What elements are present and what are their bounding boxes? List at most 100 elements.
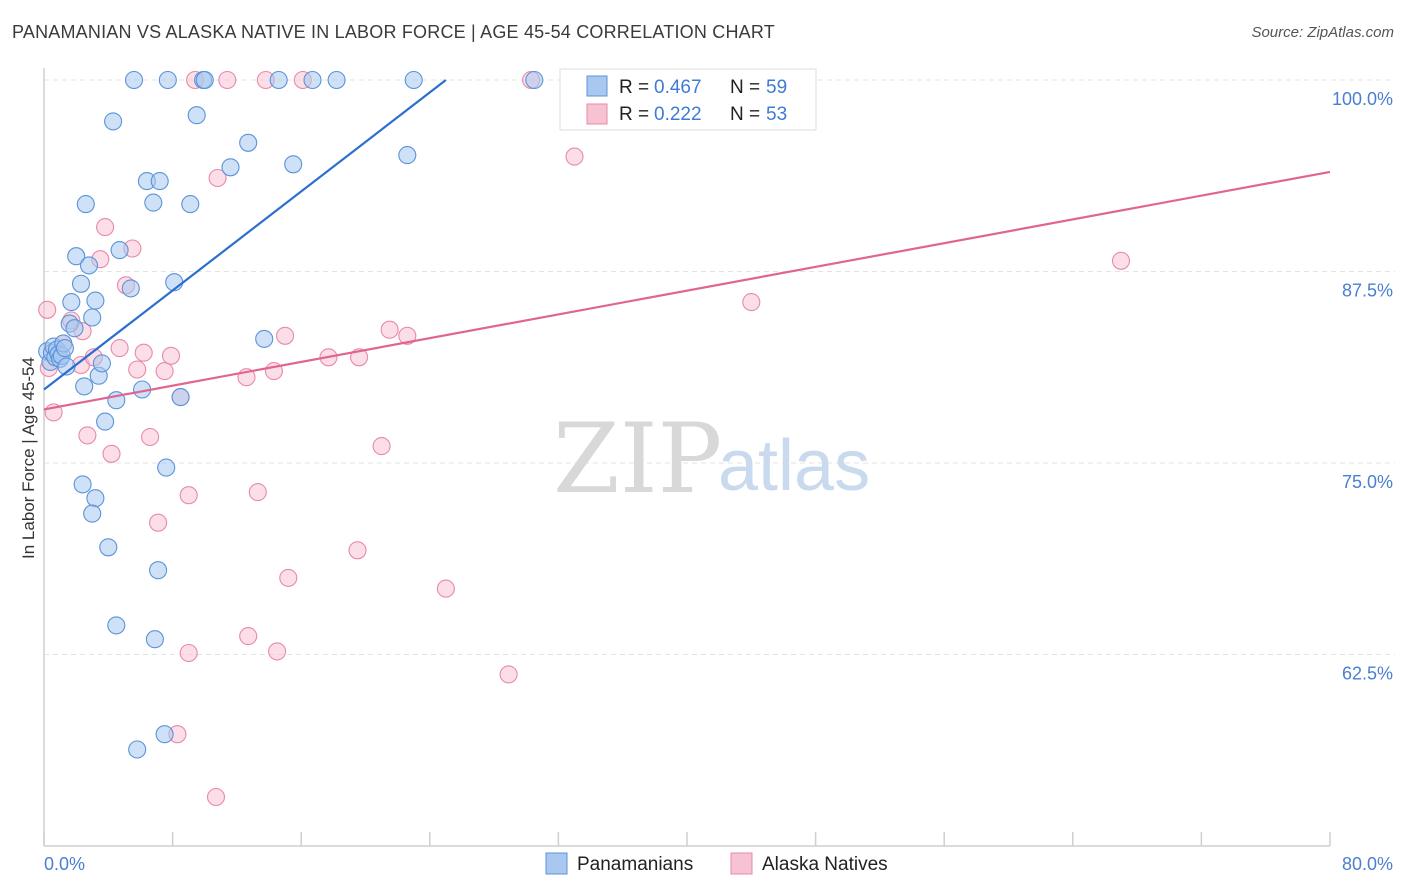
panamanian-point bbox=[75, 377, 94, 396]
panamanian-point bbox=[171, 388, 190, 407]
panamanian-point bbox=[327, 70, 346, 90]
panamanian-point bbox=[157, 458, 176, 477]
panamanian-point bbox=[96, 412, 115, 431]
panamanian-point bbox=[124, 70, 144, 90]
y-tick-label: 75.0% bbox=[1342, 472, 1393, 492]
alaska-native-point bbox=[279, 568, 298, 587]
panamanian-point bbox=[110, 241, 129, 260]
alaska-native-point bbox=[179, 486, 198, 505]
panamanian-point bbox=[83, 308, 102, 327]
panamanian-point bbox=[150, 172, 169, 191]
panamanian-point bbox=[128, 740, 147, 759]
panamanian-point bbox=[155, 725, 174, 744]
bottom-legend: Panamanians Alaska Natives bbox=[545, 852, 888, 875]
alaska-native-point bbox=[398, 326, 417, 345]
alaska-native-point bbox=[380, 320, 399, 339]
panamanian-point bbox=[187, 106, 206, 125]
alaska-native-point bbox=[110, 339, 129, 358]
panamanian-point bbox=[284, 155, 303, 174]
panamanian-point bbox=[149, 561, 168, 580]
bottom-legend-label-panamanians: Panamanians bbox=[577, 854, 693, 875]
panamanian-point bbox=[158, 70, 177, 90]
y-tick-label: 87.5% bbox=[1342, 281, 1393, 301]
panamanian-point bbox=[525, 70, 544, 90]
panamanian-point bbox=[76, 195, 95, 214]
alaska-native-point bbox=[96, 218, 115, 237]
y-axis-label: In Labor Force | Age 45-54 bbox=[19, 357, 38, 559]
alaska-native-point bbox=[436, 579, 455, 598]
legend-n-label-1: N = bbox=[730, 77, 760, 98]
legend-n-label-2: N = bbox=[730, 104, 760, 125]
alaska-native-point bbox=[268, 642, 287, 661]
alaska-native-point bbox=[372, 437, 391, 456]
alaska-native-point bbox=[155, 362, 174, 381]
panamanian-point bbox=[92, 354, 111, 373]
panamanian-point bbox=[86, 489, 105, 508]
alaska-native-point bbox=[239, 627, 258, 646]
alaska-native-point bbox=[78, 426, 97, 445]
alaska-native-point bbox=[179, 643, 198, 663]
legend-r-value-1: 0.467 bbox=[654, 77, 702, 98]
x-tick-label-min: 0.0% bbox=[44, 854, 85, 874]
legend-r-value-2: 0.222 bbox=[654, 104, 702, 125]
panamanian-point bbox=[144, 193, 163, 212]
panamanian-point bbox=[107, 616, 126, 635]
alaska-native-point bbox=[742, 293, 761, 312]
panamanian-point bbox=[67, 247, 86, 266]
alaska-native-trend-line bbox=[43, 170, 1331, 411]
alaska-native-point bbox=[134, 343, 153, 362]
panamanian-point bbox=[62, 293, 81, 312]
panamanian-point bbox=[221, 158, 240, 177]
watermark-atlas: atlas bbox=[718, 426, 870, 506]
bottom-legend-label-alaska-natives: Alaska Natives bbox=[762, 854, 888, 875]
data-points bbox=[38, 70, 1131, 807]
panamanian-point bbox=[71, 274, 91, 293]
alaska-native-point bbox=[565, 147, 584, 166]
legend-n-value-2: 53 bbox=[766, 104, 787, 125]
legend-swatch-alaska-natives bbox=[586, 103, 608, 125]
gridlines bbox=[44, 79, 1395, 655]
alaska-native-point bbox=[128, 360, 147, 379]
y-tick-label: 62.5% bbox=[1342, 664, 1393, 684]
alaska-native-point bbox=[206, 787, 226, 807]
legend-swatch-panamanians bbox=[586, 75, 608, 97]
panamanian-point bbox=[195, 70, 214, 90]
alaska-native-point bbox=[38, 300, 57, 319]
panamanian-point bbox=[121, 279, 140, 298]
alaska-native-point bbox=[248, 483, 267, 502]
legend-n-value-1: 59 bbox=[766, 77, 787, 98]
watermark: ZIP atlas bbox=[553, 403, 870, 515]
trend-lines bbox=[43, 79, 1331, 411]
bottom-legend-swatch-alaska-natives bbox=[730, 852, 753, 875]
panamanian-point bbox=[404, 70, 423, 90]
panamanian-trend-line bbox=[43, 79, 447, 391]
alaska-native-point bbox=[276, 326, 295, 345]
alaska-native-point bbox=[149, 513, 168, 532]
panamanian-point bbox=[255, 329, 274, 348]
alaska-native-point bbox=[208, 168, 227, 188]
x-tick-label-max: 80.0% bbox=[1342, 854, 1393, 874]
y-tick-labels: 100.0% 87.5% 75.0% 62.5% bbox=[1332, 89, 1393, 684]
panamanian-point bbox=[73, 475, 92, 494]
alaska-native-point bbox=[499, 665, 518, 684]
alaska-native-point bbox=[102, 444, 121, 463]
panamanian-point bbox=[104, 112, 123, 131]
panamanian-point bbox=[269, 70, 288, 90]
panamanian-point bbox=[55, 339, 74, 358]
chart-source: Source: ZipAtlas.com bbox=[1251, 24, 1394, 41]
alaska-native-point bbox=[218, 70, 237, 90]
watermark-zip: ZIP bbox=[553, 403, 722, 515]
alaska-native-point bbox=[348, 541, 367, 560]
panamanian-point bbox=[303, 70, 322, 90]
panamanian-point bbox=[86, 291, 105, 310]
y-tick-label: 100.0% bbox=[1332, 89, 1393, 109]
panamanian-point bbox=[83, 504, 102, 523]
panamanian-point bbox=[398, 146, 417, 165]
panamanian-point bbox=[181, 195, 200, 214]
chart-title: PANAMANIAN VS ALASKA NATIVE IN LABOR FOR… bbox=[12, 22, 775, 42]
alaska-native-point bbox=[1111, 251, 1131, 270]
panamanian-point bbox=[239, 133, 258, 152]
panamanian-point bbox=[145, 630, 164, 649]
panamanian-point bbox=[79, 256, 99, 275]
